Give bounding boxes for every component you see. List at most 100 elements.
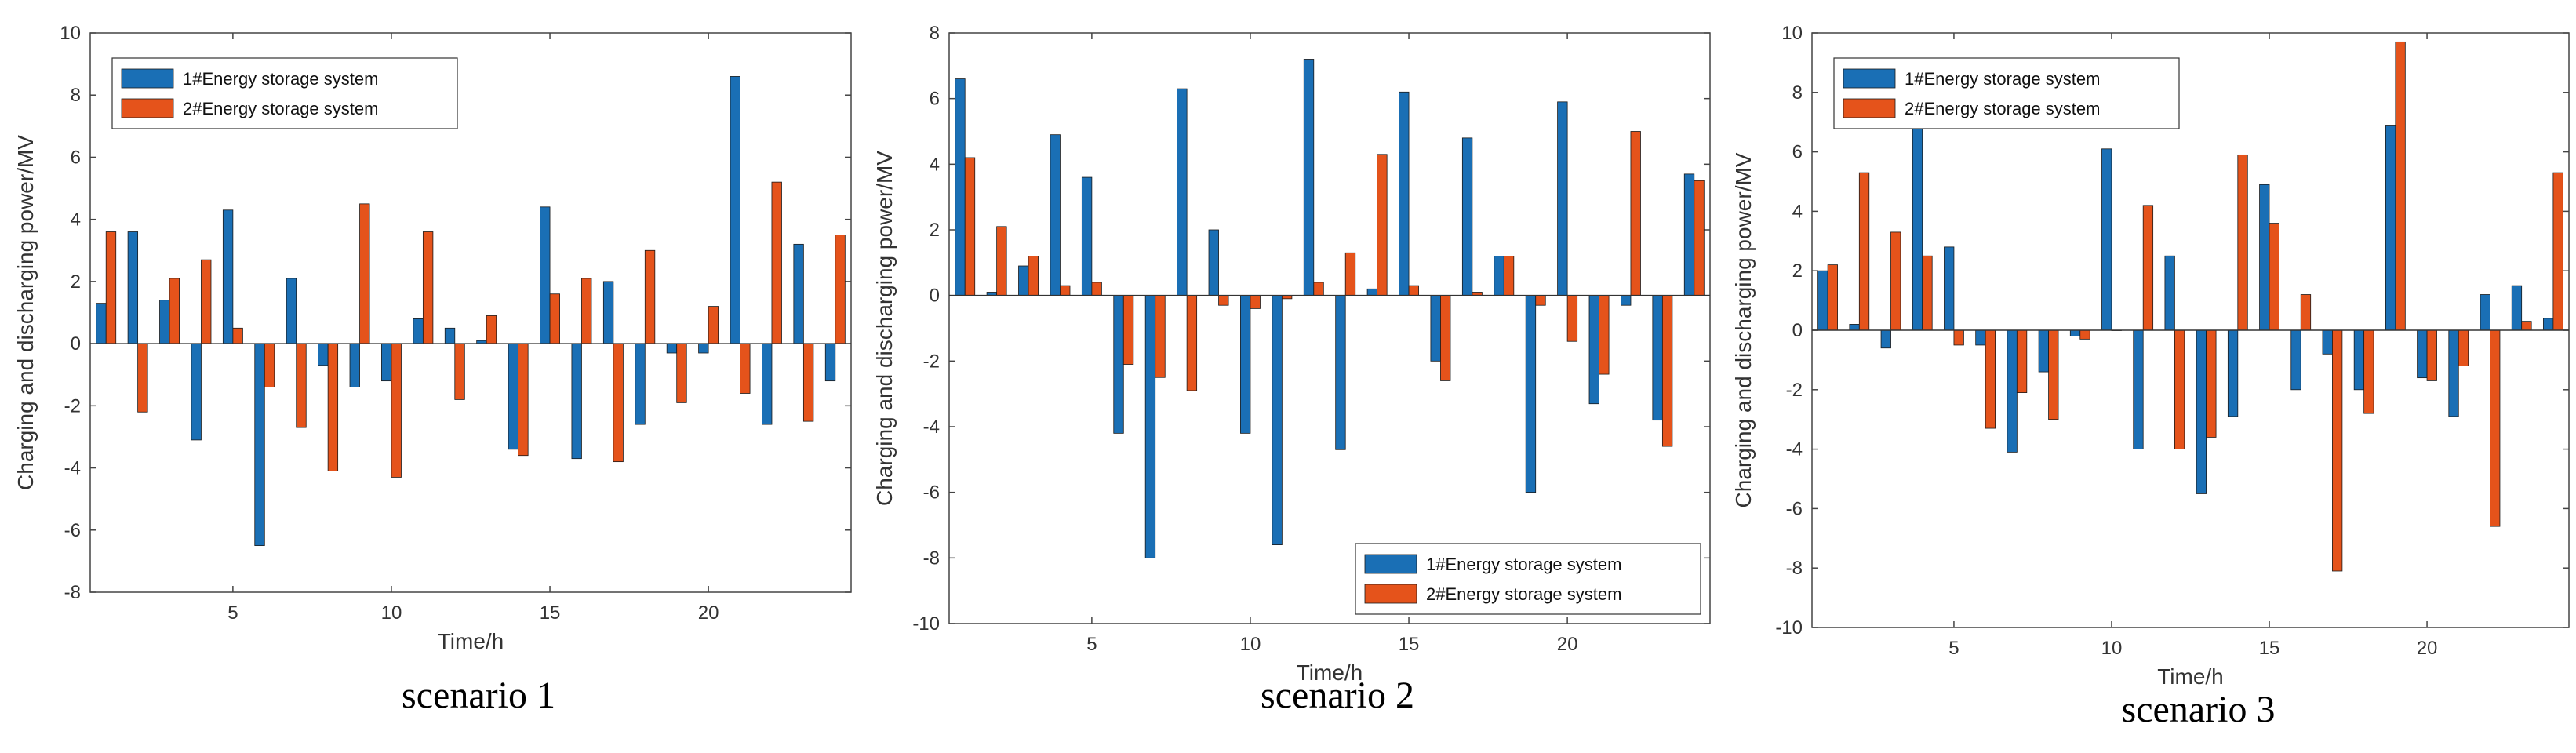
bar-s2-h4 [201,259,212,344]
scenario-caption: scenario 1 [402,675,555,716]
bar-s1-h6 [254,343,265,546]
bar-s2-h13 [1344,252,1356,296]
x-tick-label: 10 [2101,638,2123,659]
bar-s2-h22 [1630,131,1641,296]
legend-label-2: 2#Energy storage system [183,99,378,118]
bar-s1-h9 [2069,329,2081,336]
bar-s2-h7 [1155,295,1166,378]
bar-s2-h19 [676,343,687,403]
y-tick-label: 0 [1792,320,1803,341]
bar-s2-h14 [2237,154,2248,331]
y-axis-label: Charging and discharging power/MV [1731,152,1756,507]
x-axis-label: Time/h [438,629,504,653]
y-tick-label: -2 [1786,380,1803,401]
bar-s1-h8 [2038,329,2049,373]
y-tick-label: 0 [930,286,940,307]
bar-s2-h13 [2206,329,2217,438]
bar-s1-h19 [1525,295,1537,493]
bar-s2-h12 [1313,282,1324,296]
legend-label-2: 2#Energy storage system [1905,99,2100,118]
bar-s1-h4 [1050,134,1061,296]
bar-s2-h20 [2426,329,2437,381]
bar-s1-h20 [1557,101,1568,296]
bar-s1-h1 [955,78,966,296]
y-tick-label: -6 [64,520,81,541]
bar-s1-h11 [413,318,424,344]
bar-s1-h24 [824,343,836,382]
bar-s1-h17 [2322,329,2333,355]
legend-swatch-2 [1843,98,1896,118]
bar-s1-h19 [666,343,678,354]
bar-s2-h9 [2079,329,2090,340]
bar-s2-h8 [327,343,339,471]
bar-s1-h8 [318,343,329,366]
bar-s1-h20 [698,343,709,354]
bar-s2-h2 [137,343,148,413]
legend-swatch-1 [121,68,174,89]
legend: 1#Energy storage system 2#Energy storage … [111,57,458,129]
y-tick-label: -8 [923,547,940,569]
bar-s2-h3 [169,278,180,344]
bar-s2-h23 [1661,295,1673,447]
bar-s1-h17 [1461,137,1473,296]
bar-s2-h6 [1985,329,1996,429]
x-axis-label: Time/h [1297,660,1363,685]
y-tick-label: 2 [1792,260,1803,282]
bar-s2-h17 [613,343,624,463]
y-tick-label: 6 [71,147,81,168]
bar-s1-h16 [2290,329,2301,391]
bar-s1-h3 [1018,265,1029,296]
bar-s2-h12 [2174,329,2185,450]
bar-s2-h10 [391,343,402,478]
x-tick-label: 20 [2417,638,2438,659]
bar-s2-h22 [771,181,782,344]
bar-s1-h23 [1652,295,1663,421]
legend-label-1: 1#Energy storage system [1426,555,1621,574]
bar-s1-h13 [2196,329,2207,494]
bar-s1-h10 [1240,295,1251,434]
legend-swatch-2 [1364,584,1417,604]
legend-label-1: 1#Energy storage system [1905,69,2100,89]
bar-s1-h10 [2101,148,2112,331]
bar-s1-h12 [2164,255,2175,331]
bar-s1-h4 [191,343,202,441]
bar-s2-h24 [835,235,846,344]
bar-s1-h10 [381,343,392,382]
legend-swatch-2 [121,98,174,118]
y-tick-label: 4 [930,154,940,175]
chart-scenario-3: -10 -8 -6 -4 -2 0 2 4 6 8 10 5 10 15 20 Time/h Charging … [1731,23,2570,730]
x-tick-label: 5 [1948,638,1959,659]
bar-s1-h16 [571,343,582,460]
bar-s1-h7 [1144,295,1156,558]
y-tick-label: -2 [64,395,81,417]
bar-s2-h24 [1694,180,1705,296]
bar-s1-h23 [793,243,804,344]
bar-s1-h22 [1621,295,1632,306]
bar-s2-h20 [1566,295,1578,342]
chart-scenario-2: -10 -8 -6 -4 -2 0 2 4 6 8 5 10 15 20 Time/h Charging an… [872,23,1711,716]
bar-s1-h2 [1849,324,1860,331]
y-tick-label: 6 [1792,142,1803,163]
y-tick-label: 4 [1792,201,1803,222]
y-tick-label: 2 [930,220,940,241]
bar-s2-h18 [2363,329,2374,414]
bar-s1-h14 [1366,288,1378,296]
y-tick-label: -4 [1786,439,1803,460]
bar-s2-h3 [1028,256,1039,296]
bar-s1-h3 [159,300,170,344]
bar-s1-h1 [96,303,107,344]
bar-s1-h11 [1272,295,1283,545]
bar-s2-h9 [1218,295,1229,306]
bar-s2-h15 [2269,223,2279,331]
bar-s1-h5 [1081,176,1093,296]
bar-s2-h23 [2521,321,2532,331]
bar-s1-h21 [1588,295,1599,405]
scenario-caption: scenario 2 [1261,675,1414,716]
legend-label-2: 2#Energy storage system [1426,584,1621,604]
bar-s1-h23 [2511,285,2523,331]
bar-s1-h1 [1817,270,1828,331]
bar-s1-h18 [635,343,646,425]
legend-label-1: 1#Energy storage system [183,69,378,89]
y-tick-label: 6 [930,89,940,110]
y-tick-label: -6 [1786,498,1803,519]
